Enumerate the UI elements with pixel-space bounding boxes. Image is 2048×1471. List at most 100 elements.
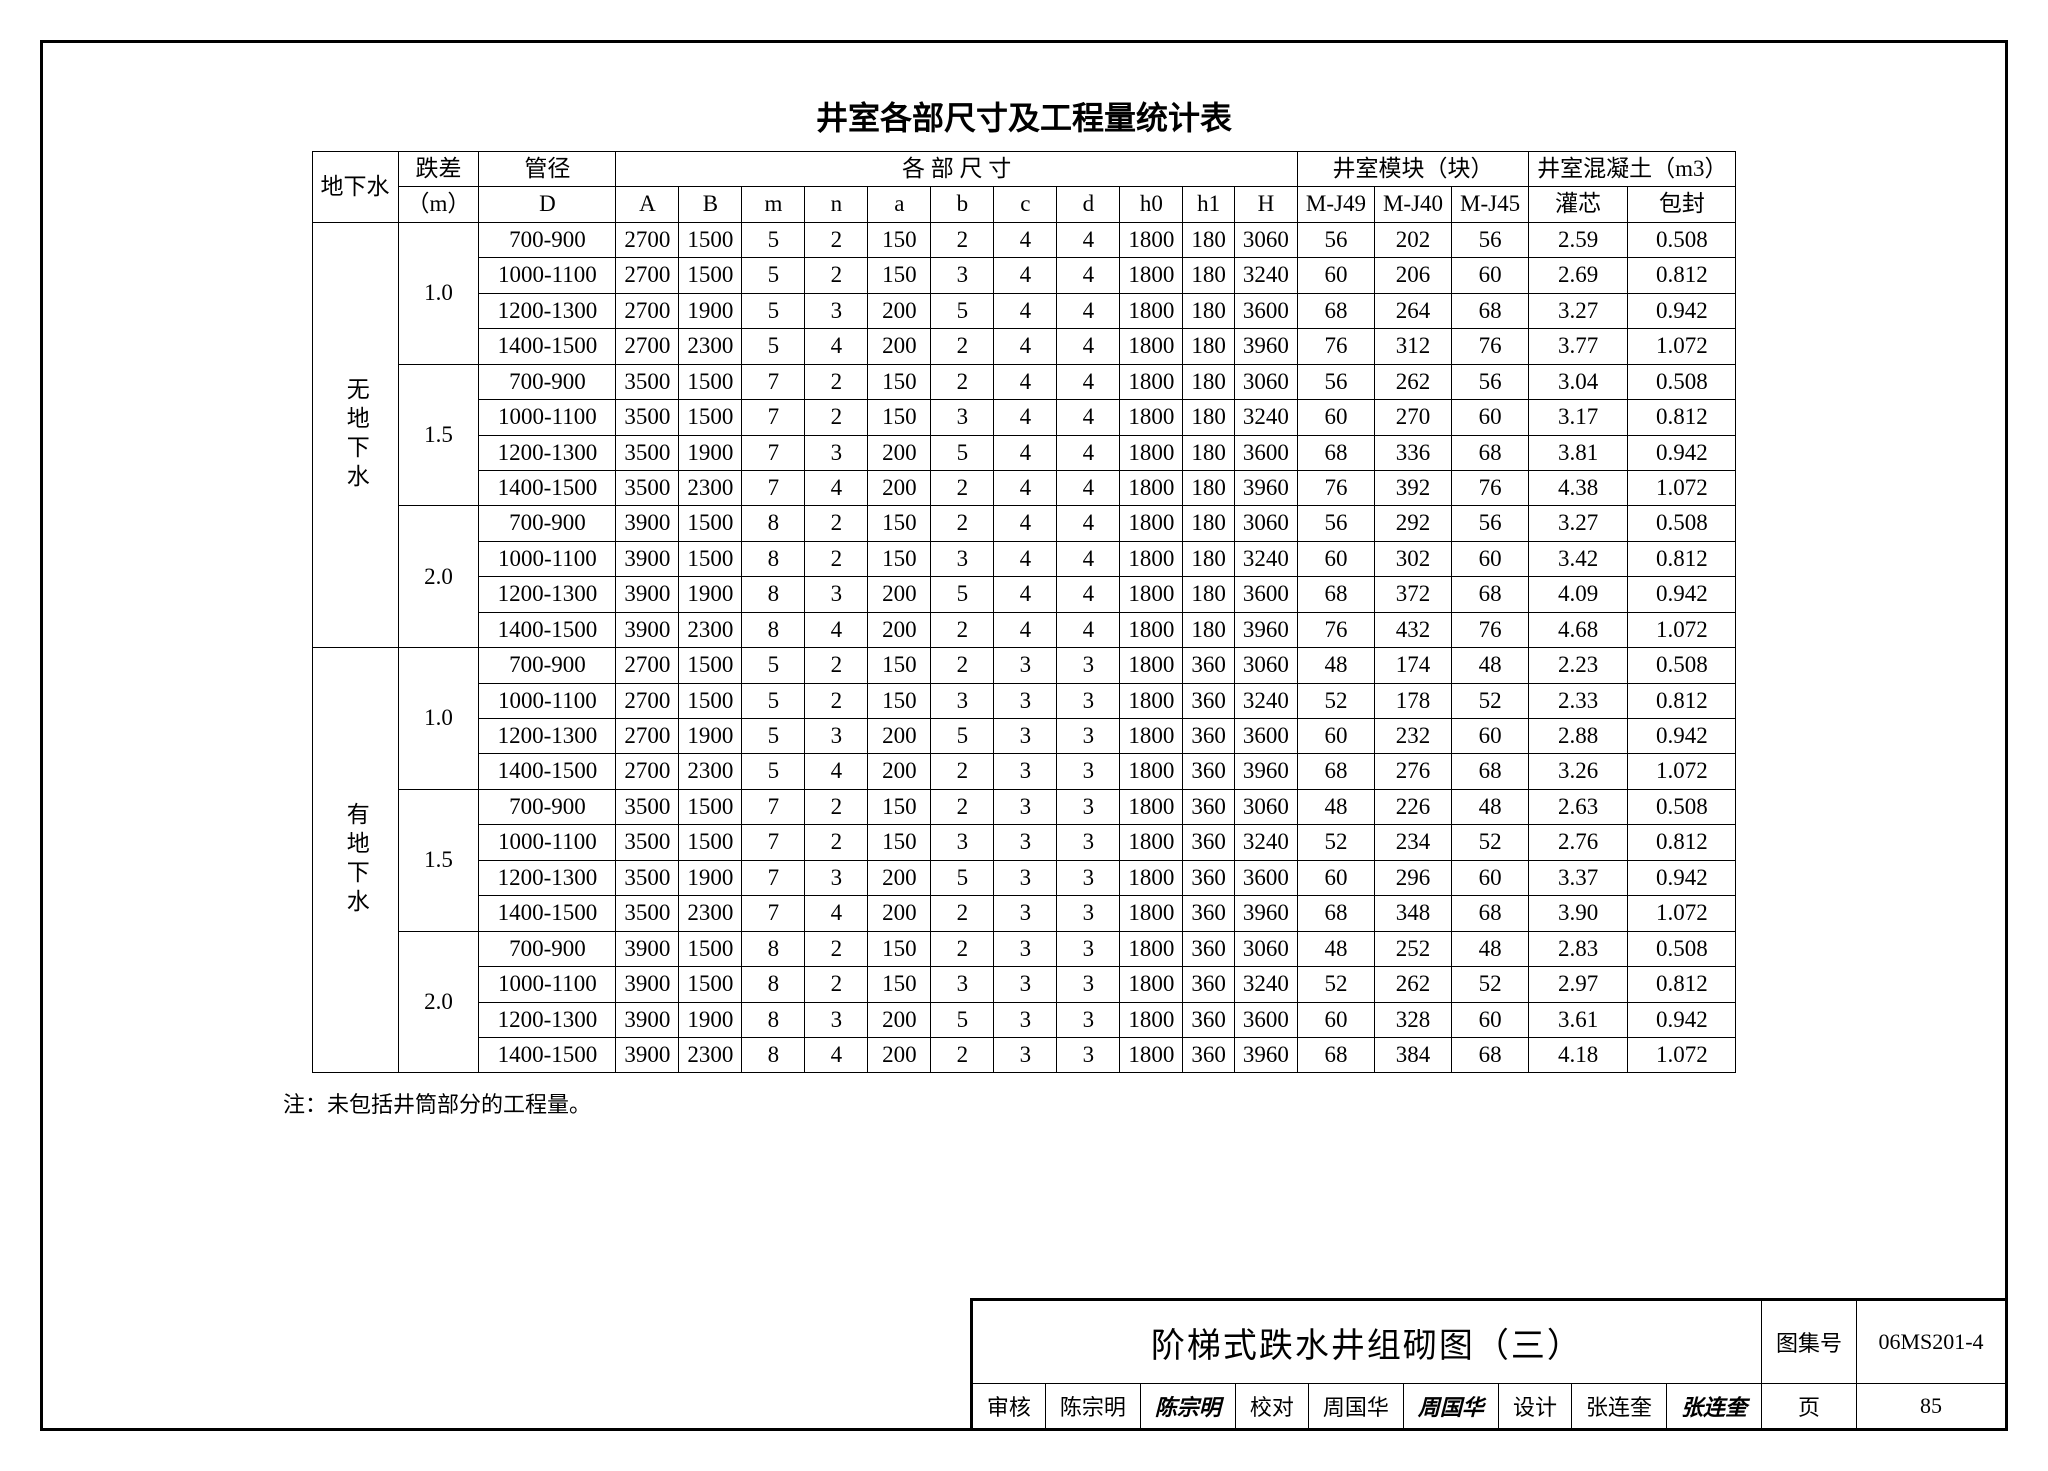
cell: 3240 — [1234, 683, 1297, 718]
cell: 8 — [742, 1002, 805, 1037]
table-row: 1000-11002700150052150344180018032406020… — [312, 258, 1736, 293]
cell: 60 — [1297, 400, 1374, 435]
cell: 200 — [868, 577, 931, 612]
cell: 180 — [1183, 470, 1235, 505]
cell: 2 — [805, 258, 868, 293]
cell: 1800 — [1120, 860, 1183, 895]
cell: 3 — [931, 683, 994, 718]
cell: 7 — [742, 860, 805, 895]
cell: 3 — [1057, 648, 1120, 683]
cell: 4 — [1057, 506, 1120, 541]
cell: 1200-1300 — [479, 577, 616, 612]
cell: 3 — [931, 825, 994, 860]
cell: 7 — [742, 400, 805, 435]
cell: 2.23 — [1529, 648, 1628, 683]
cell: 4 — [994, 506, 1057, 541]
cell: 48 — [1297, 931, 1374, 966]
cell: 56 — [1452, 222, 1529, 257]
cell: 4 — [994, 400, 1057, 435]
cell: 180 — [1183, 506, 1235, 541]
cell: 3 — [805, 577, 868, 612]
cell: 150 — [868, 506, 931, 541]
cell: 3.77 — [1529, 329, 1628, 364]
cell: 202 — [1374, 222, 1451, 257]
cell: 4 — [805, 612, 868, 647]
cell: 3 — [994, 789, 1057, 824]
cell: 8 — [742, 506, 805, 541]
cell: 2 — [931, 364, 994, 399]
cell: 700-900 — [479, 648, 616, 683]
cell: 5 — [742, 648, 805, 683]
table-row: 1.5700-900350015007215023318003603060482… — [312, 789, 1736, 824]
col-H: H — [1234, 187, 1297, 222]
cell: 2 — [805, 967, 868, 1002]
cell: 3 — [805, 860, 868, 895]
cell: 4 — [994, 612, 1057, 647]
table-row: 1200-13002700190053200533180036036006023… — [312, 719, 1736, 754]
cell: 4 — [994, 435, 1057, 470]
cell: 1000-1100 — [479, 541, 616, 576]
cell: 312 — [1374, 329, 1451, 364]
set-label: 图集号 — [1761, 1300, 1856, 1384]
cell: 5 — [931, 1002, 994, 1037]
cell: 0.508 — [1628, 789, 1736, 824]
cell: 76 — [1452, 612, 1529, 647]
cell: 3.42 — [1529, 541, 1628, 576]
cell: 5 — [742, 258, 805, 293]
cell: 3960 — [1234, 329, 1297, 364]
cell: 262 — [1374, 364, 1451, 399]
cell: 200 — [868, 719, 931, 754]
cell: 2 — [805, 683, 868, 718]
cell: 3 — [994, 683, 1057, 718]
cell: 48 — [1452, 648, 1529, 683]
cell: 3 — [994, 1002, 1057, 1037]
cell: 0.942 — [1628, 719, 1736, 754]
design-name: 张连奎 — [1571, 1384, 1666, 1430]
drop-value: 1.0 — [398, 648, 479, 790]
cell: 1800 — [1120, 896, 1183, 931]
cell: 270 — [1374, 400, 1451, 435]
cell: 7 — [742, 435, 805, 470]
cell: 1800 — [1120, 931, 1183, 966]
cell: 0.508 — [1628, 364, 1736, 399]
cell: 52 — [1297, 825, 1374, 860]
cell: 1800 — [1120, 1002, 1183, 1037]
cell: 3.27 — [1529, 293, 1628, 328]
cell: 174 — [1374, 648, 1451, 683]
cell: 4 — [1057, 400, 1120, 435]
cell: 200 — [868, 860, 931, 895]
cell: 200 — [868, 1037, 931, 1072]
cell: 5 — [742, 293, 805, 328]
cell: 4 — [1057, 222, 1120, 257]
table-row: 1400-15002700230054200244180018039607631… — [312, 329, 1736, 364]
cell: 1000-1100 — [479, 825, 616, 860]
cell: 3060 — [1234, 364, 1297, 399]
cell: 76 — [1452, 329, 1529, 364]
cell: 3500 — [616, 789, 679, 824]
cell: 0.942 — [1628, 577, 1736, 612]
cell: 2300 — [679, 754, 742, 789]
cell: 0.508 — [1628, 931, 1736, 966]
cell: 4 — [1057, 293, 1120, 328]
cell: 3240 — [1234, 967, 1297, 1002]
cell: 1200-1300 — [479, 1002, 616, 1037]
cell: 2.33 — [1529, 683, 1628, 718]
table-row: 1400-15003500230074200244180018039607639… — [312, 470, 1736, 505]
cell: 3.26 — [1529, 754, 1628, 789]
cell: 4 — [994, 364, 1057, 399]
cell: 3 — [994, 931, 1057, 966]
cell: 2 — [805, 648, 868, 683]
cell: 232 — [1374, 719, 1451, 754]
cell: 2.83 — [1529, 931, 1628, 966]
cell: 200 — [868, 896, 931, 931]
cell: 3600 — [1234, 577, 1297, 612]
cell: 56 — [1297, 222, 1374, 257]
cell: 1800 — [1120, 400, 1183, 435]
cell: 360 — [1183, 825, 1235, 860]
cell: 4 — [994, 258, 1057, 293]
cell: 2300 — [679, 1037, 742, 1072]
cell: 180 — [1183, 400, 1235, 435]
cell: 4 — [805, 754, 868, 789]
cell: 52 — [1297, 967, 1374, 1002]
cell: 150 — [868, 825, 931, 860]
